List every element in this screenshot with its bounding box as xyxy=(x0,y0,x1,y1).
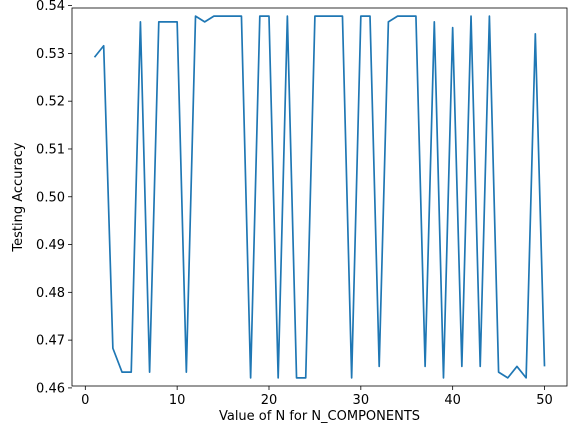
y-tick-label: 0.47 xyxy=(36,334,65,349)
y-tick-label: 0.50 xyxy=(36,190,65,205)
y-tick-label: 0.53 xyxy=(36,47,65,62)
y-tick-label: 0.46 xyxy=(36,381,65,396)
x-axis: 0 10 20 30 40 50 xyxy=(81,386,553,408)
x-tick-label: 0 xyxy=(81,393,89,408)
y-tick-label: 0.48 xyxy=(36,286,65,301)
y-tick-label: 0.52 xyxy=(36,95,65,110)
x-axis-label: Value of N for N_COMPONENTS xyxy=(219,409,420,424)
series-line-0 xyxy=(93,15,546,379)
series-layer xyxy=(93,15,546,379)
x-tick-label: 50 xyxy=(536,393,553,408)
plot-area xyxy=(72,8,567,386)
y-axis-label: Testing Accuracy xyxy=(11,142,26,252)
x-tick-label: 10 xyxy=(169,393,186,408)
y-axis: 0.46 0.47 0.48 0.49 0.50 0.51 0.52 0.53 0.54 xyxy=(36,0,72,396)
x-tick-label: 40 xyxy=(444,393,461,408)
y-tick-label: 0.51 xyxy=(36,142,65,157)
x-tick-label: 30 xyxy=(353,393,370,408)
y-tick-label: 0.49 xyxy=(36,238,65,253)
y-tick-label: 0.54 xyxy=(36,0,65,14)
x-tick-label: 20 xyxy=(261,393,278,408)
